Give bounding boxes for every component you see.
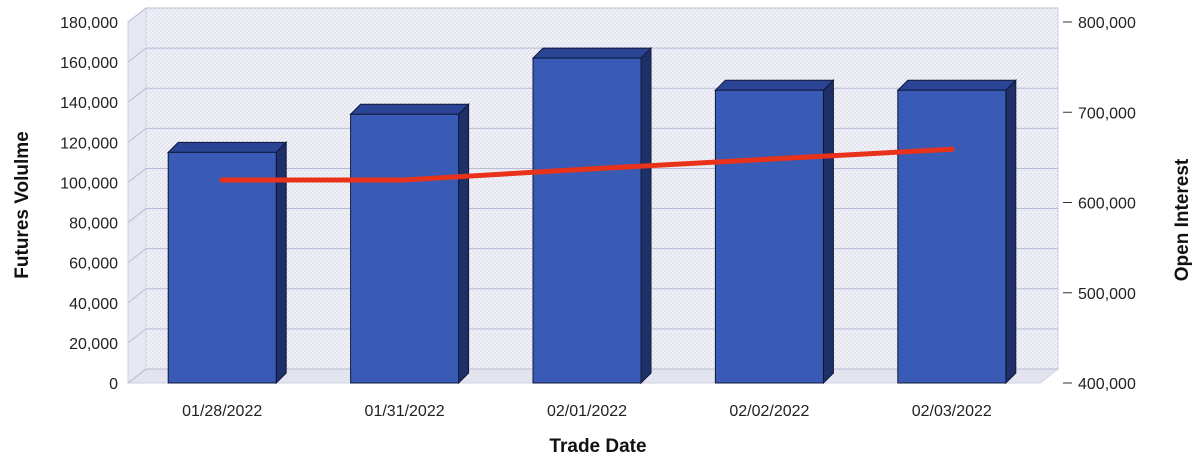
right-axis-ticks: 400,000 500,000 600,000 700,000 800,000 — [1063, 15, 1136, 393]
bar — [531, 46, 653, 385]
x-tick-label: 02/03/2022 — [912, 403, 992, 420]
open-interest-point — [766, 156, 772, 162]
y2-axis-title: Open Interest — [1172, 158, 1193, 281]
bar-front — [897, 89, 1007, 384]
bar-side — [458, 103, 470, 385]
y-axis-title: Futures Volulme — [12, 131, 33, 278]
left-tick-label: 40,000 — [69, 296, 118, 313]
open-interest-point — [584, 166, 590, 172]
bars-group — [166, 46, 1018, 385]
side-wall — [127, 6, 147, 385]
left-tick-label: 60,000 — [69, 256, 118, 273]
left-tick-label: 80,000 — [69, 216, 118, 233]
left-tick-label: 0 — [109, 376, 118, 393]
right-tick-label: 500,000 — [1078, 286, 1136, 303]
left-tick-label: 120,000 — [60, 135, 118, 152]
bar-top — [896, 79, 1018, 91]
bar-side — [822, 78, 834, 385]
bar — [714, 78, 835, 385]
right-tick-label: 600,000 — [1078, 196, 1136, 213]
right-tick-label: 800,000 — [1078, 15, 1136, 32]
left-tick-label: 160,000 — [60, 55, 118, 72]
left-tick-label: 100,000 — [60, 175, 118, 192]
x-axis-title: Trade Date — [549, 436, 646, 457]
bar-side — [1005, 78, 1017, 385]
bar-front — [350, 113, 460, 384]
x-axis-ticks: 01/28/2022 01/31/2022 02/01/2022 02/02/2022… — [182, 403, 992, 420]
left-axis-ticks: 0 20,000 40,000 60,000 80,000 100,000 120,000 1… — [60, 15, 118, 393]
right-tick-label: 400,000 — [1078, 376, 1136, 393]
right-tick-label: 700,000 — [1078, 105, 1136, 122]
bar — [166, 141, 288, 385]
bar — [349, 103, 470, 385]
x-tick-label: 01/31/2022 — [365, 403, 445, 420]
open-interest-point — [949, 146, 955, 152]
bar-top — [166, 141, 288, 153]
x-tick-label: 02/02/2022 — [729, 403, 809, 420]
gridline — [127, 47, 1058, 63]
bar-front — [532, 57, 642, 384]
left-tick-label: 20,000 — [69, 336, 118, 353]
x-tick-label: 02/01/2022 — [547, 403, 627, 420]
open-interest-point — [219, 177, 225, 183]
open-interest-line-group — [219, 146, 955, 183]
bar-side — [640, 46, 652, 385]
bar-top — [531, 47, 653, 59]
x-tick-label: 01/28/2022 — [182, 403, 262, 420]
bar-top — [714, 79, 835, 91]
open-interest-point — [402, 177, 408, 183]
bar-front — [167, 151, 277, 384]
left-tick-label: 180,000 — [60, 15, 118, 32]
bar — [896, 78, 1018, 385]
left-tick-label: 140,000 — [60, 95, 118, 112]
bar-front — [714, 89, 824, 384]
gridline — [127, 7, 1058, 23]
bar-top — [349, 103, 470, 115]
